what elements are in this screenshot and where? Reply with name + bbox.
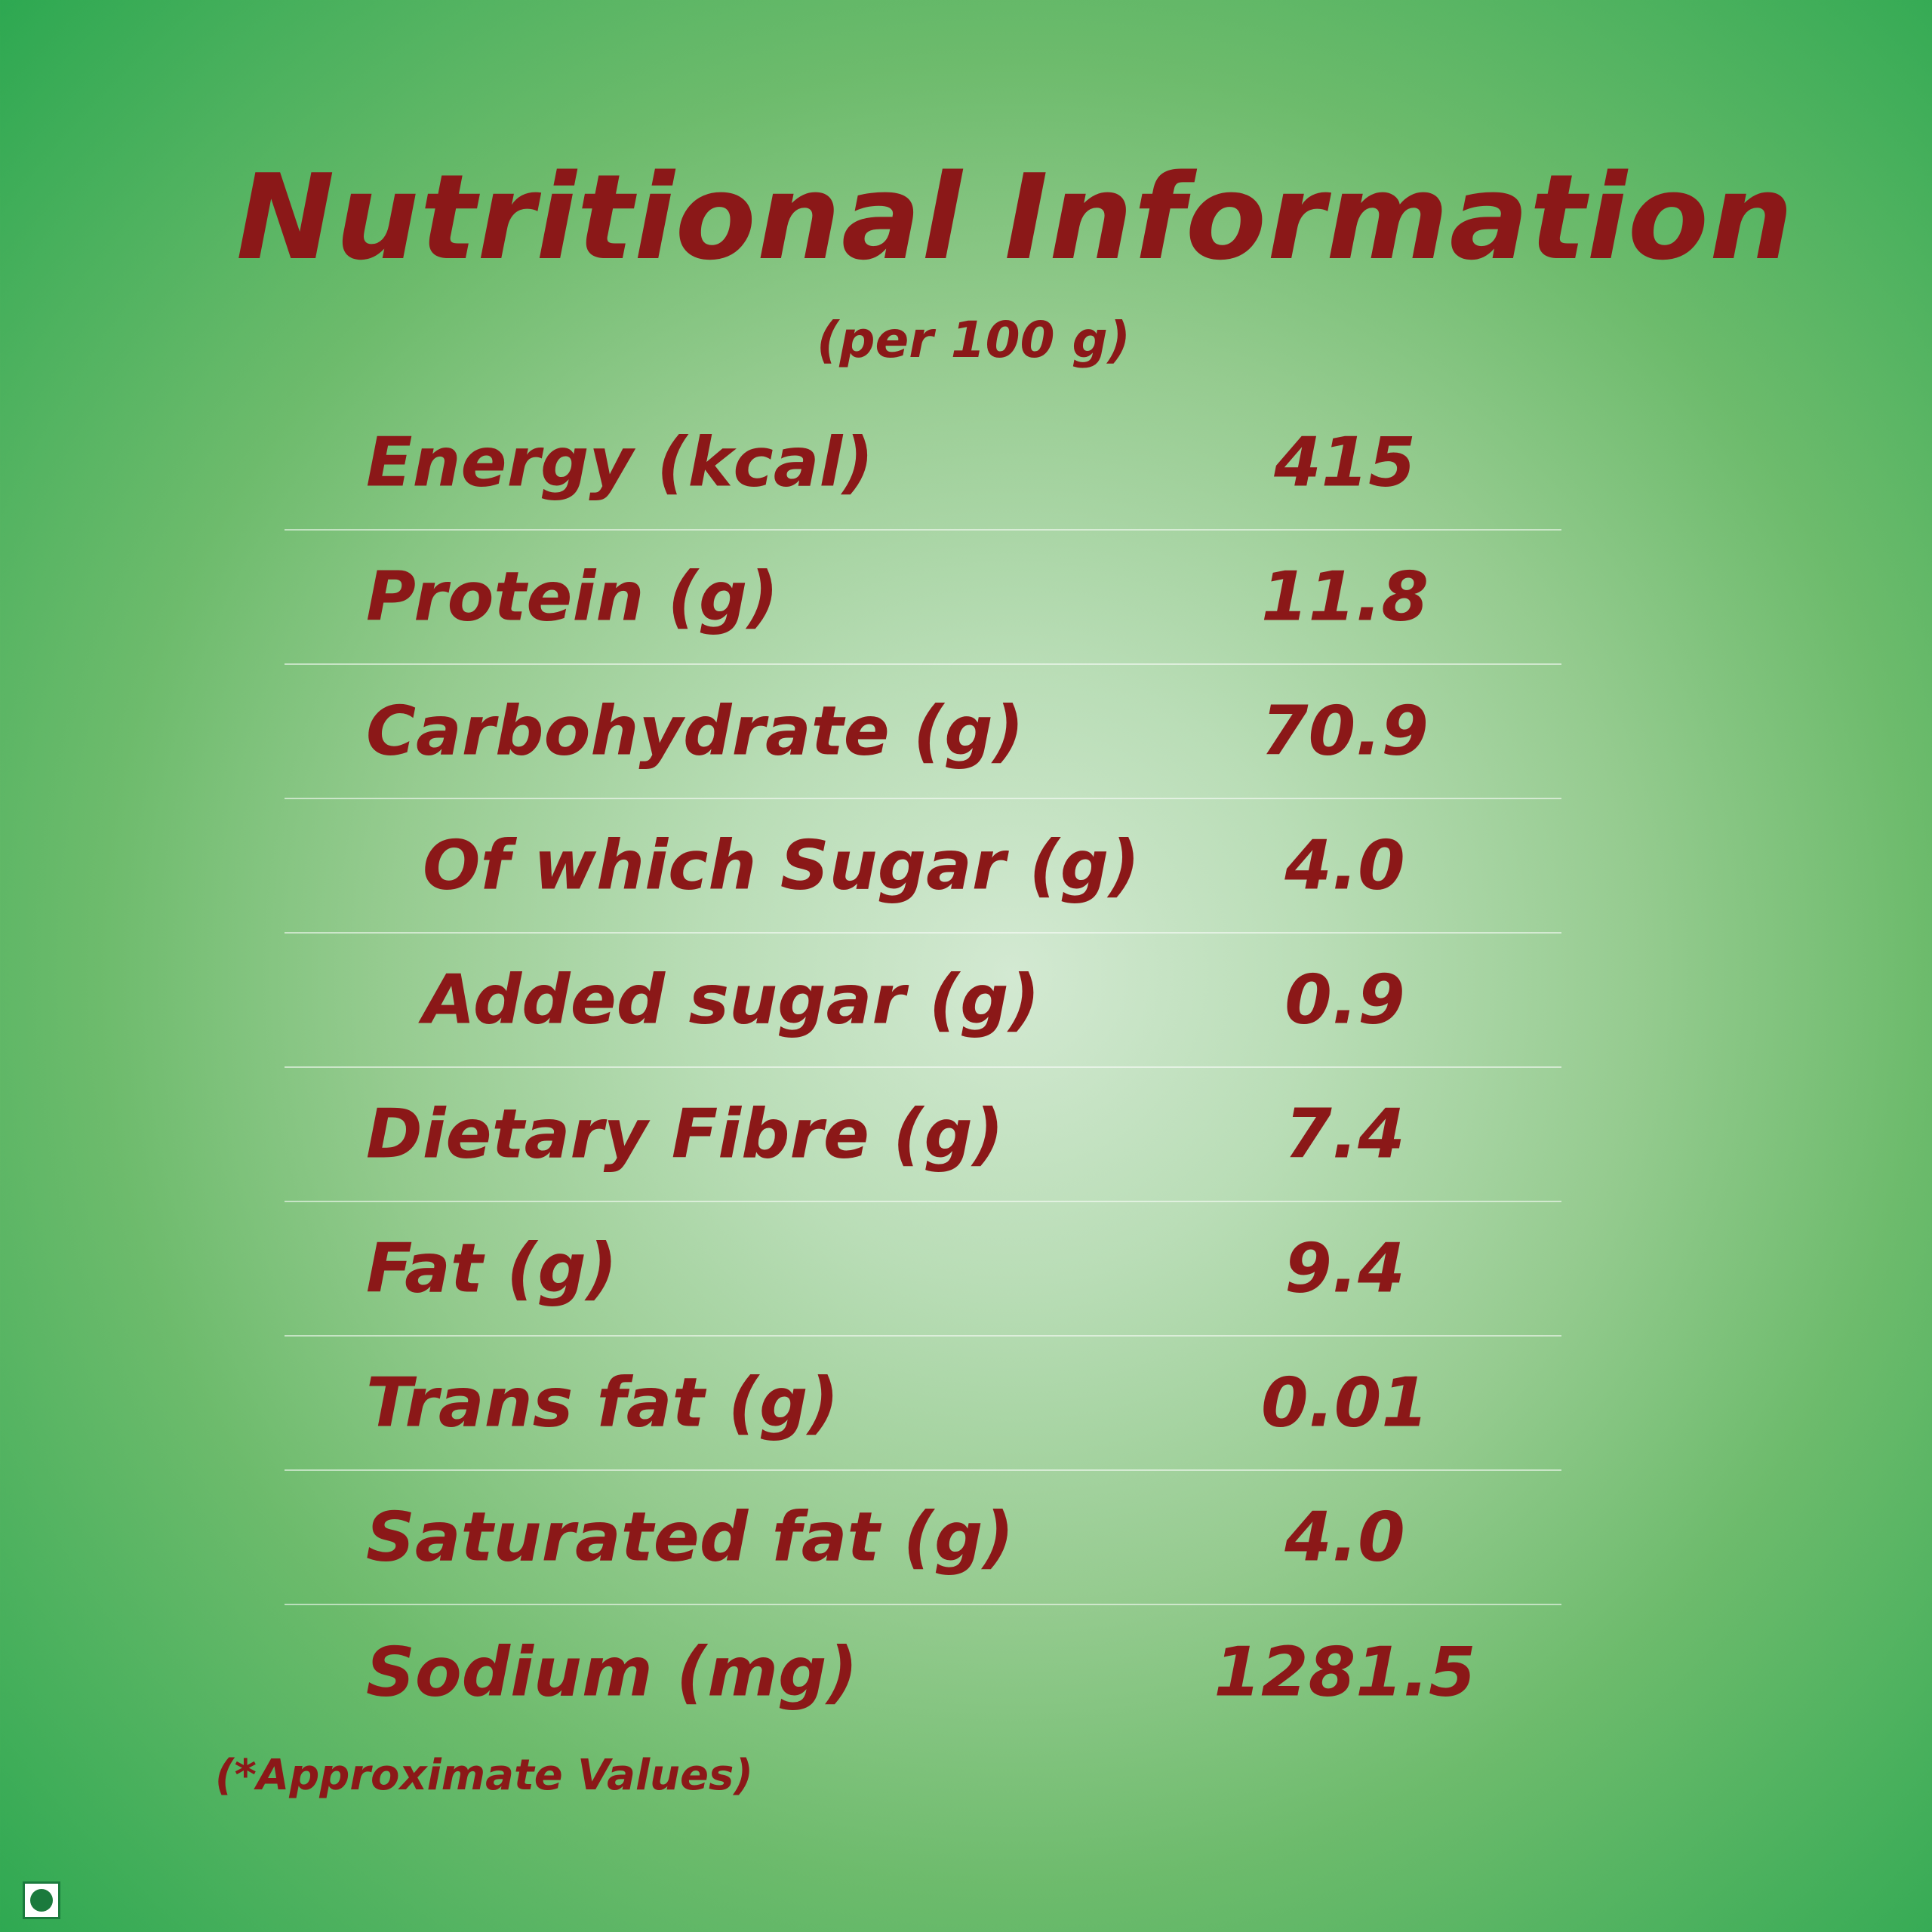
nutrient-label: Saturated fat (g) xyxy=(366,1497,1014,1577)
nutrient-value: 1281.5 xyxy=(1214,1632,1476,1712)
nutrition-table: Energy (kcal) 415 Protein (g) 11.8 Carbo… xyxy=(285,396,1561,1740)
nutrient-label: Fat (g) xyxy=(366,1229,617,1309)
nutrient-sublabel: Of which Sugar (g) xyxy=(423,826,1140,906)
nutrient-value: 0.01 xyxy=(1260,1363,1429,1443)
nutrient-value: 70.9 xyxy=(1260,691,1429,771)
nutrient-label: Sodium (mg) xyxy=(366,1632,858,1712)
nutrient-label: Carbohydrate (g) xyxy=(366,691,1024,771)
table-row: Sodium (mg) 1281.5 xyxy=(285,1605,1561,1740)
page-title: Nutritional Information xyxy=(235,149,1795,286)
table-row: Fat (g) 9.4 xyxy=(285,1202,1561,1337)
table-row: Energy (kcal) 415 xyxy=(285,396,1561,531)
nutrient-value: 9.4 xyxy=(1284,1229,1405,1309)
nutrient-value: 7.4 xyxy=(1284,1094,1405,1174)
nutrient-sublabel: Added sugar (g) xyxy=(423,960,1040,1040)
nutrient-label: Trans fat (g) xyxy=(366,1363,839,1443)
veg-symbol-icon xyxy=(23,1881,60,1919)
approximate-values-note: (*Approximate Values) xyxy=(215,1751,753,1800)
table-row: Added sugar (g) 0.9 xyxy=(285,934,1561,1068)
nutrient-label: Dietary Fibre (g) xyxy=(366,1094,1004,1174)
table-row: Dietary Fibre (g) 7.4 xyxy=(285,1068,1561,1202)
nutrient-value: 11.8 xyxy=(1260,557,1429,637)
nutrient-value: 0.9 xyxy=(1284,960,1405,1040)
nutrient-label: Protein (g) xyxy=(366,557,779,637)
nutrient-value: 4.0 xyxy=(1284,1497,1405,1577)
table-row: Carbohydrate (g) 70.9 xyxy=(285,665,1561,799)
nutrient-value: 4.0 xyxy=(1284,826,1405,906)
table-row: Saturated fat (g) 4.0 xyxy=(285,1471,1561,1605)
table-row: Of which Sugar (g) 4.0 xyxy=(285,799,1561,934)
table-row: Trans fat (g) 0.01 xyxy=(285,1337,1561,1471)
veg-dot xyxy=(30,1889,53,1912)
nutrient-label: Energy (kcal) xyxy=(366,423,874,503)
table-row: Protein (g) 11.8 xyxy=(285,531,1561,665)
serving-basis: (per 100 g) xyxy=(817,311,1131,369)
nutrient-value: 415 xyxy=(1274,423,1416,503)
